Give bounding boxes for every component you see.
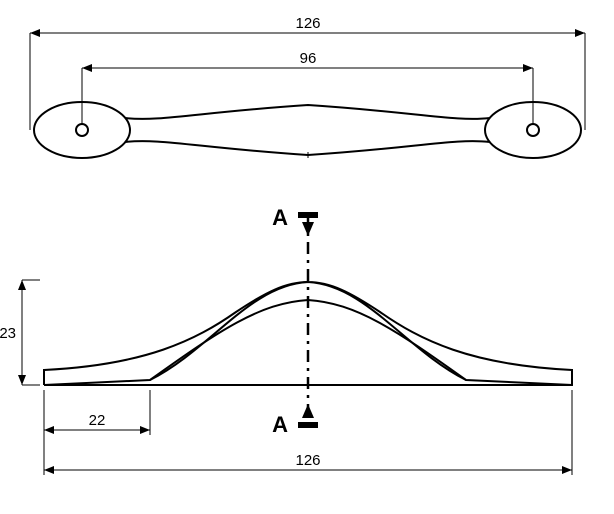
dim-value-96: 96: [300, 50, 317, 67]
dim-overall-length-top: 126: [30, 15, 585, 130]
section-label-top: A: [272, 205, 288, 230]
section-markers: A A: [272, 205, 318, 437]
dim-value-126-bottom: 126: [295, 452, 320, 469]
section-label-bottom: A: [272, 412, 288, 437]
dim-overall-length-bottom: 126: [44, 390, 572, 475]
handle-top-outline: [34, 102, 581, 158]
dim-value-22: 22: [89, 412, 106, 429]
dim-foot-length: 22: [44, 390, 150, 435]
section-marker-bottom: A: [272, 404, 318, 437]
dim-value-126-top: 126: [295, 15, 320, 32]
technical-drawing: 126 96: [0, 0, 614, 514]
top-view: 126 96: [30, 15, 585, 158]
dim-hole-spacing: 96: [82, 50, 533, 125]
dim-value-23: 23: [0, 325, 16, 342]
side-view: 23 22 126: [0, 280, 572, 475]
section-marker-top: A: [272, 205, 318, 236]
dim-height: 23: [0, 280, 40, 385]
